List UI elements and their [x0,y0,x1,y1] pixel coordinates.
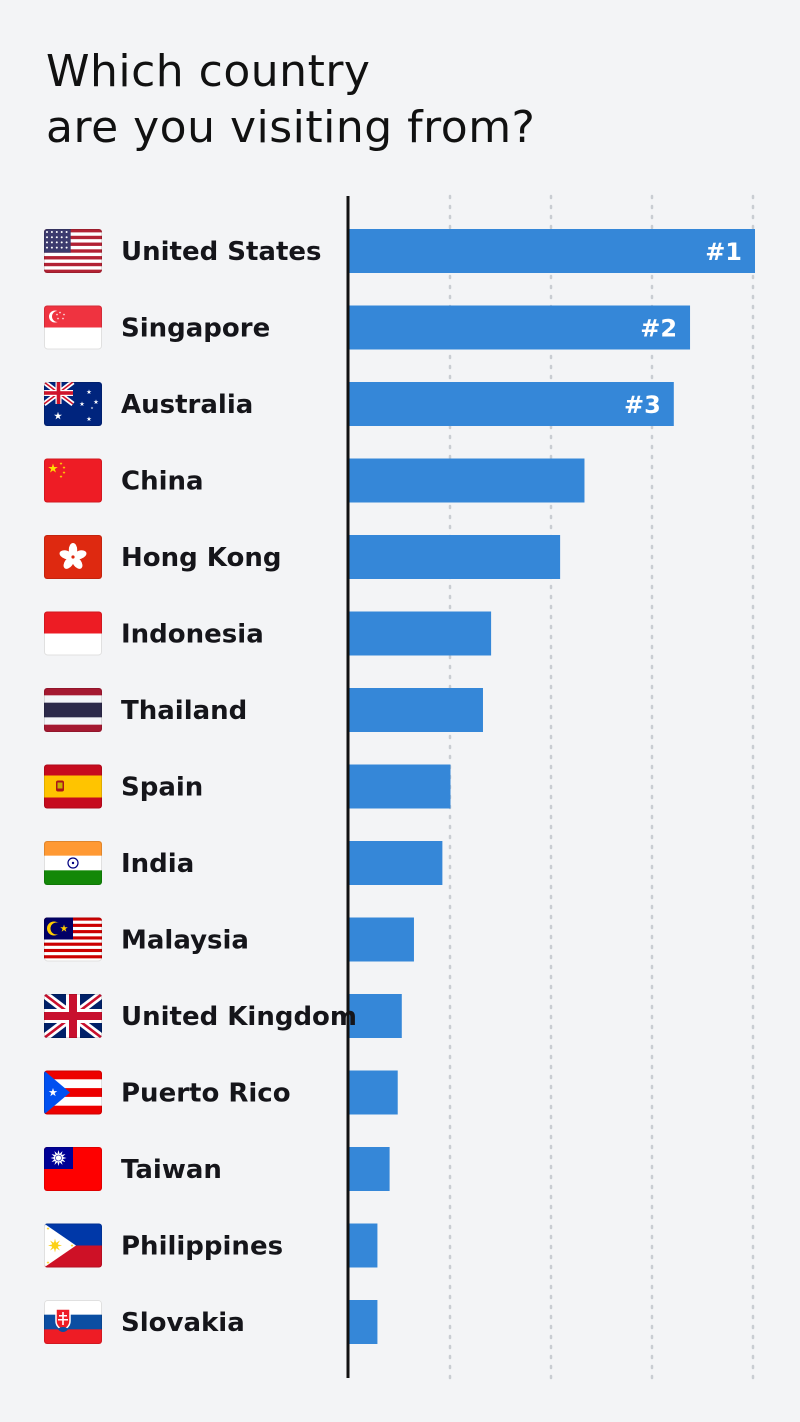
flag-border [44,841,102,885]
category-label: Indonesia [121,620,264,650]
flag-border [44,458,102,503]
bar-thailand [349,688,483,732]
bar-india [349,841,443,885]
flag-border [44,1147,102,1191]
bar-china [349,458,585,503]
flag-hong-kong-icon [44,535,102,579]
flag-border [44,688,102,732]
flag-spain-icon [44,764,102,809]
flag-philippines-icon [44,1223,102,1268]
bar-malaysia [349,917,414,962]
bar-slovakia [349,1300,378,1344]
bar-australia [349,382,674,426]
flag-border [44,382,102,426]
flag-australia-icon [44,382,102,426]
bar-united-kingdom [349,994,402,1038]
category-label: Australia [121,390,253,420]
rank-label: #3 [624,391,661,419]
category-label: United Kingdom [121,1002,357,1032]
bar-philippines [349,1223,378,1268]
chart-title: Which country are you visiting from? [46,44,535,156]
rank-label: #1 [705,238,742,266]
flag-border [44,994,102,1038]
flag-border [44,764,102,809]
bar-united-states [349,229,755,273]
flag-malaysia-icon [44,917,102,962]
bar-singapore [349,305,691,350]
flag-border [44,611,102,656]
category-label: India [121,849,194,879]
flag-slovakia-icon [44,1300,102,1344]
flag-thailand-icon [44,688,102,732]
flag-border [44,1070,102,1115]
flag-india-icon [44,841,102,885]
category-label: Puerto Rico [121,1079,291,1109]
bar-taiwan [349,1147,390,1191]
category-label: Thailand [121,696,247,726]
category-label: Philippines [121,1232,283,1262]
flag-united-kingdom-icon [44,994,102,1038]
flag-united-states-icon [44,229,102,273]
bar-indonesia [349,611,492,656]
flag-singapore-icon [44,305,102,350]
flag-indonesia-icon [44,611,102,656]
flag-border [44,535,102,579]
rank-label: #2 [640,315,677,343]
flag-border [44,305,102,350]
category-label: Hong Kong [121,543,281,573]
bar-spain [349,764,451,809]
category-label: Malaysia [121,926,249,956]
category-label: Slovakia [121,1308,245,1338]
flag-china-icon [44,458,102,503]
category-label: Taiwan [121,1155,222,1185]
flag-border [44,1300,102,1344]
flag-border [44,229,102,273]
flag-puerto-rico-icon [44,1070,102,1115]
category-label: Singapore [121,314,270,344]
category-label: China [121,467,204,497]
chart-title-line-2: are you visiting from? [46,102,536,153]
flag-taiwan-icon [44,1147,102,1191]
chart-title-line-1: Which country [46,46,371,97]
category-label: Spain [121,773,203,803]
bar-hong-kong [349,535,561,579]
bar-puerto-rico [349,1070,398,1115]
flag-border [44,1223,102,1268]
category-label: United States [121,237,322,267]
flag-border [44,917,102,962]
